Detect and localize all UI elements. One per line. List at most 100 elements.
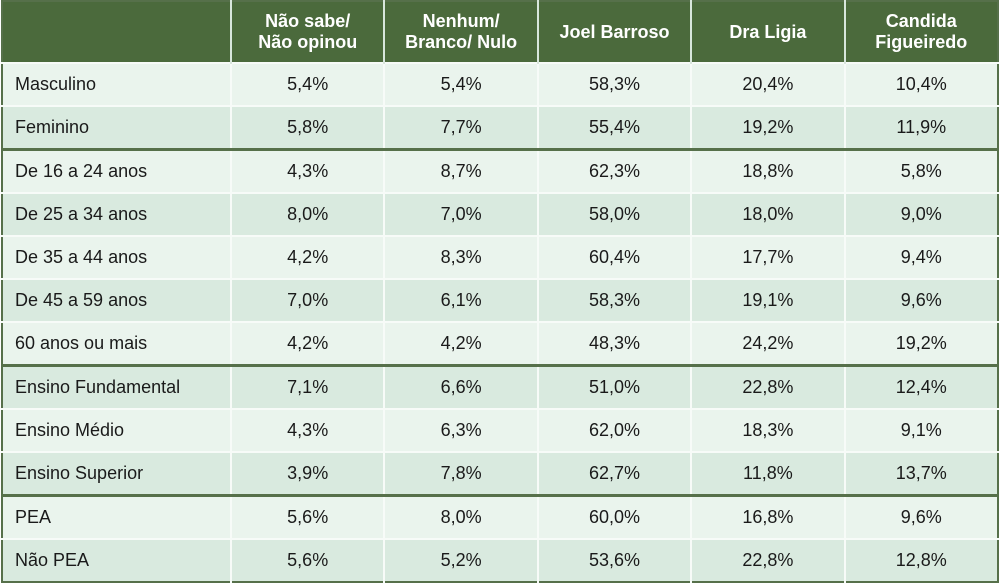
table-row: Ensino Superior 3,9% 7,8% 62,7% 11,8% 13,7% [2, 451, 998, 496]
value-cell: 9,6% [843, 278, 998, 322]
row-label: De 25 a 34 anos [2, 192, 231, 236]
value-cell: 53,6% [536, 538, 692, 582]
value-cell: 24,2% [690, 321, 845, 366]
table-row: Ensino Médio 4,3% 6,3% 62,0% 18,3% 9,1% [2, 408, 998, 452]
table-row: 60 anos ou mais 4,2% 4,2% 48,3% 24,2% 19,2% [2, 321, 998, 366]
header-text: Figueiredo [875, 32, 968, 52]
header-candida-figueiredo: Candida Figueiredo [843, 1, 998, 63]
value-cell: 60,4% [536, 235, 692, 279]
table-row: De 16 a 24 anos 4,3% 8,7% 62,3% 18,8% 5,8% [2, 148, 998, 193]
value-cell: 6,6% [383, 364, 538, 409]
value-cell: 7,0% [383, 192, 538, 236]
table-row: PEA 5,6% 8,0% 60,0% 16,8% 9,6% [2, 494, 998, 539]
header-nao-sabe: Não sabe/Não opinou [229, 1, 385, 63]
header-text: Não opinou [258, 32, 358, 52]
header-text: Candida [885, 11, 957, 31]
value-cell: 19,2% [843, 321, 998, 366]
table-row: Não PEA 5,6% 5,2% 53,6% 22,8% 12,8% [2, 538, 998, 582]
value-cell: 7,1% [229, 364, 385, 409]
value-cell: 5,8% [843, 148, 998, 193]
header-text: Não sabe/ [265, 11, 351, 31]
value-cell: 13,7% [843, 451, 998, 496]
table-row: De 45 a 59 anos 7,0% 6,1% 58,3% 19,1% 9,6% [2, 278, 998, 322]
value-cell: 58,3% [536, 278, 692, 322]
row-label: Não PEA [2, 538, 231, 582]
value-cell: 58,3% [536, 62, 692, 106]
value-cell: 19,1% [690, 278, 845, 322]
row-label: Masculino [2, 62, 231, 106]
value-cell: 10,4% [843, 62, 998, 106]
value-cell: 62,7% [536, 451, 692, 496]
header-text: Branco/ Nulo [405, 32, 518, 52]
table-row: De 35 a 44 anos 4,2% 8,3% 60,4% 17,7% 9,4% [2, 235, 998, 279]
row-label: Ensino Superior [2, 451, 231, 496]
value-cell: 62,3% [536, 148, 692, 193]
row-label: Ensino Médio [2, 408, 231, 452]
row-label: Feminino [2, 105, 231, 150]
value-cell: 5,4% [229, 62, 385, 106]
row-label: De 45 a 59 anos [2, 278, 231, 322]
value-cell: 4,2% [383, 321, 538, 366]
header-text: Nenhum/ [422, 11, 500, 31]
value-cell: 62,0% [536, 408, 692, 452]
table-row: Feminino 5,8% 7,7% 55,4% 19,2% 11,9% [2, 105, 998, 150]
header-nenhum: Nenhum/Branco/ Nulo [383, 1, 538, 63]
table-row: Ensino Fundamental 7,1% 6,6% 51,0% 22,8% 12,4… [2, 364, 998, 409]
value-cell: 12,4% [843, 364, 998, 409]
table-row: Masculino 5,4% 5,4% 58,3% 20,4% 10,4% [2, 62, 998, 106]
value-cell: 3,9% [229, 451, 385, 496]
value-cell: 9,6% [843, 494, 998, 539]
row-label: PEA [2, 494, 231, 539]
value-cell: 11,8% [690, 451, 845, 496]
table-row: De 25 a 34 anos 8,0% 7,0% 58,0% 18,0% 9,0% [2, 192, 998, 236]
value-cell: 20,4% [690, 62, 845, 106]
header-text: Joel Barroso [559, 21, 670, 42]
value-cell: 11,9% [843, 105, 998, 150]
value-cell: 55,4% [536, 105, 692, 150]
value-cell: 6,3% [383, 408, 538, 452]
value-cell: 4,3% [229, 148, 385, 193]
value-cell: 5,8% [229, 105, 385, 150]
value-cell: 58,0% [536, 192, 692, 236]
header-row: Não sabe/Não opinou Nenhum/Branco/ Nulo Jo… [2, 1, 998, 63]
value-cell: 7,7% [383, 105, 538, 150]
row-label: De 16 a 24 anos [2, 148, 231, 193]
value-cell: 17,7% [690, 235, 845, 279]
value-cell: 18,0% [690, 192, 845, 236]
value-cell: 5,6% [229, 494, 385, 539]
value-cell: 9,1% [843, 408, 998, 452]
row-label: 60 anos ou mais [2, 321, 231, 366]
header-blank [2, 1, 231, 63]
row-label: De 35 a 44 anos [2, 235, 231, 279]
value-cell: 51,0% [536, 364, 692, 409]
header-dra-ligia: Dra Ligia [690, 1, 845, 63]
value-cell: 48,3% [536, 321, 692, 366]
value-cell: 18,3% [690, 408, 845, 452]
value-cell: 7,0% [229, 278, 385, 322]
value-cell: 4,2% [229, 321, 385, 366]
value-cell: 4,2% [229, 235, 385, 279]
value-cell: 22,8% [690, 364, 845, 409]
row-label: Ensino Fundamental [2, 364, 231, 409]
value-cell: 9,0% [843, 192, 998, 236]
value-cell: 22,8% [690, 538, 845, 582]
value-cell: 8,7% [383, 148, 538, 193]
header-joel-barroso: Joel Barroso [536, 1, 692, 63]
value-cell: 18,8% [690, 148, 845, 193]
value-cell: 8,0% [229, 192, 385, 236]
value-cell: 9,4% [843, 235, 998, 279]
value-cell: 12,8% [843, 538, 998, 582]
value-cell: 4,3% [229, 408, 385, 452]
value-cell: 60,0% [536, 494, 692, 539]
value-cell: 16,8% [690, 494, 845, 539]
value-cell: 8,0% [383, 494, 538, 539]
value-cell: 5,4% [383, 62, 538, 106]
value-cell: 5,2% [383, 538, 538, 582]
value-cell: 5,6% [229, 538, 385, 582]
value-cell: 7,8% [383, 451, 538, 496]
value-cell: 8,3% [383, 235, 538, 279]
value-cell: 6,1% [383, 278, 538, 322]
header-text: Dra Ligia [729, 21, 807, 42]
value-cell: 19,2% [690, 105, 845, 150]
